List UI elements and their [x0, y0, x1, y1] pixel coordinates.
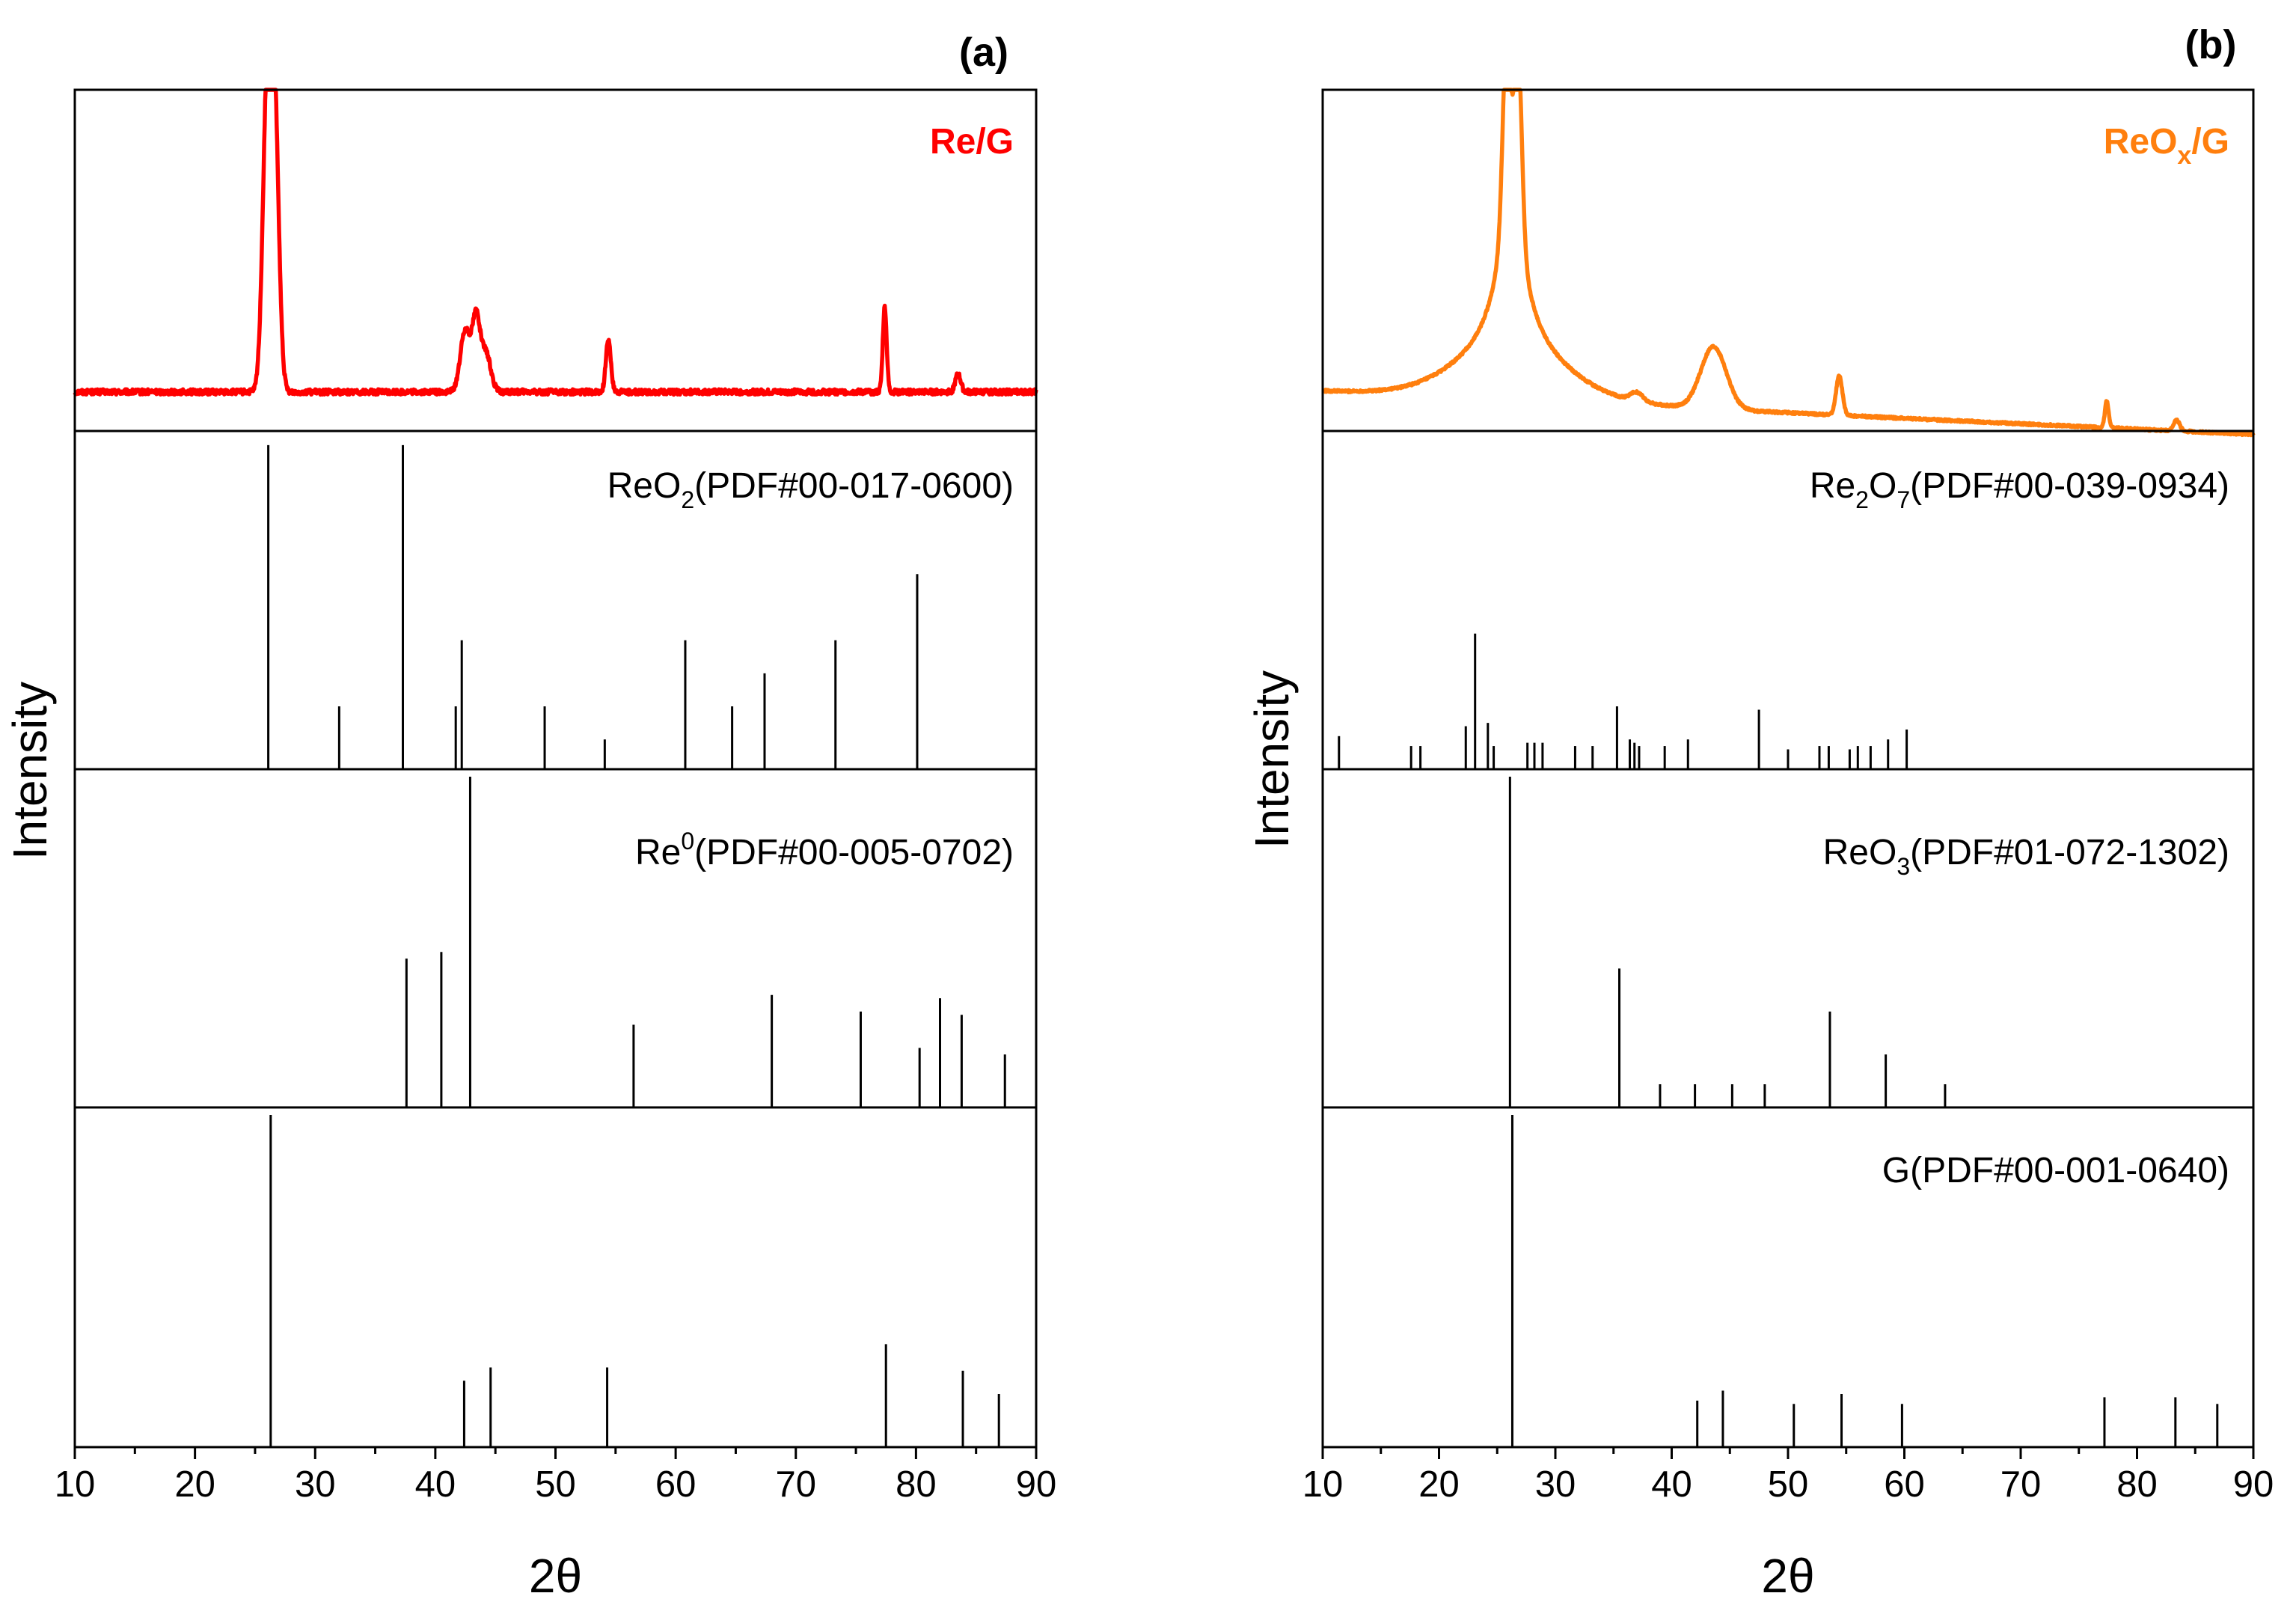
- x-tick-label: 70: [775, 1464, 816, 1505]
- xrd-pattern-line: [73, 88, 1038, 397]
- label-subscript: 3: [1897, 853, 1910, 880]
- x-tick-label: 10: [55, 1464, 96, 1505]
- subplot-4: G(PDF#00-001-0640): [1510, 1115, 2229, 1447]
- subplot-3: ReO3(PDF#01-072-1302): [1508, 777, 2229, 1107]
- x-tick-label: 40: [415, 1464, 456, 1505]
- x-tick-label: 90: [2233, 1464, 2274, 1505]
- subplot-1: ReOx/G: [1320, 88, 2256, 438]
- subplot-frame: [1321, 768, 2255, 1109]
- label-tail: (PDF#00-017-0600): [694, 466, 1014, 506]
- y-axis-label: Intensity: [1245, 670, 1299, 849]
- x-tick-label: 60: [655, 1464, 697, 1505]
- label-main: Re: [635, 833, 681, 872]
- sample-label: ReOx/G: [2104, 122, 2229, 170]
- x-tick-label: 30: [1535, 1464, 1576, 1505]
- x-tick-label: 20: [174, 1464, 215, 1505]
- x-tick-label: 20: [1418, 1464, 1460, 1505]
- sample-label: Re/G: [930, 122, 1014, 162]
- subplot-2: ReO2(PDF#00-017-0600): [267, 444, 1014, 769]
- label-superscript: 0: [681, 828, 694, 855]
- reference-label: ReO3(PDF#01-072-1302): [1823, 833, 2229, 880]
- reference-label: ReO2(PDF#00-017-0600): [607, 466, 1014, 513]
- x-tick-label: 50: [1768, 1464, 1809, 1505]
- label-main: ReO: [2104, 122, 2178, 162]
- label-subscript: 7: [1897, 486, 1910, 513]
- x-tick-label: 90: [1016, 1464, 1057, 1505]
- label-main: ReO: [607, 466, 682, 506]
- label-tail: (PDF#01-072-1302): [1910, 833, 2229, 872]
- reference-label: G(PDF#00-001-0640): [1882, 1151, 2229, 1190]
- x-axis: 10 20 30 40 50 60 70 80 90: [1302, 1447, 2274, 1505]
- subplot-frame: [73, 768, 1038, 1109]
- label-main: Re/G: [930, 122, 1014, 162]
- x-axis-label: 2θ: [529, 1549, 582, 1603]
- subplot-3: Re0(PDF#00-005-0702): [405, 777, 1014, 1107]
- label-subscript: 2: [1855, 486, 1869, 513]
- label-main: Re: [1810, 466, 1855, 506]
- subplot-frame: [73, 88, 1038, 432]
- label-tail: (PDF#00-039-0934): [1910, 466, 2229, 506]
- reference-label: Re2O7(PDF#00-039-0934): [1810, 466, 2229, 513]
- xrd-pattern-line: [1320, 88, 2256, 438]
- subplot-1: Re/G: [73, 88, 1038, 397]
- label-tail: /G: [2191, 122, 2229, 162]
- x-tick-label: 70: [2000, 1464, 2042, 1505]
- subplot-2: Re2O7(PDF#00-039-0934): [1338, 466, 2229, 769]
- label-tail: (PDF#00-005-0702): [694, 833, 1014, 872]
- label-main: G(PDF#00-001-0640): [1882, 1151, 2229, 1190]
- x-tick-label: 30: [295, 1464, 336, 1505]
- x-axis: 10 20 30 40 50 60 70 80 90: [55, 1447, 1057, 1505]
- x-tick-label: 50: [535, 1464, 576, 1505]
- x-tick-label: 10: [1302, 1464, 1344, 1505]
- x-axis-label: 2θ: [1761, 1549, 1814, 1603]
- x-tick-label: 60: [1884, 1464, 1925, 1505]
- y-axis-label: Intensity: [3, 682, 57, 860]
- label-subscript: x: [2177, 141, 2191, 170]
- subplot-4: [269, 1115, 1000, 1447]
- label-main: ReO: [1823, 833, 1897, 872]
- panel-b: ReOx/GRe2O7(PDF#00-039-0934)ReO3(PDF#01-…: [1245, 22, 2274, 1603]
- x-tick-label: 40: [1651, 1464, 1692, 1505]
- label-subscript: 2: [681, 486, 694, 513]
- subplot-frame: [73, 1106, 1038, 1449]
- label-middle: O: [1869, 466, 1897, 506]
- reference-label: Re0(PDF#00-005-0702): [635, 828, 1014, 872]
- panel-tag: (a): [959, 30, 1008, 75]
- x-tick-label: 80: [2116, 1464, 2158, 1505]
- panel-a: Re/G ReO2(PDF#00-017-0600) Re0(PDF#00-005-…: [3, 30, 1056, 1603]
- x-tick-label: 80: [896, 1464, 937, 1505]
- panel-tag: (b): [2185, 22, 2237, 67]
